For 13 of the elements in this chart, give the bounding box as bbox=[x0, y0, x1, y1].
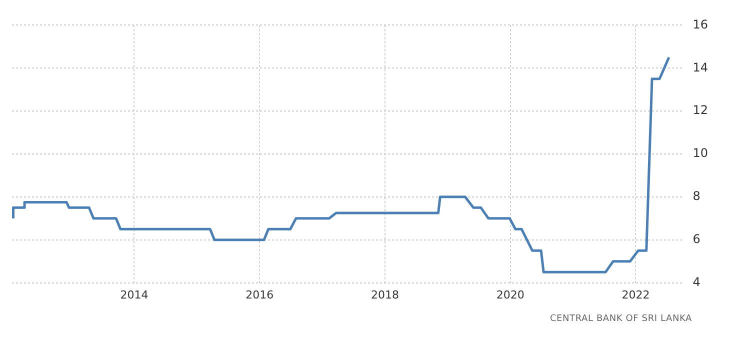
y-tick-label: 4 bbox=[692, 274, 700, 289]
y-tick-label: 6 bbox=[692, 232, 700, 246]
x-tick-label: 2016 bbox=[246, 288, 274, 302]
text: CENTRAL BANK OF SRI LANKA bbox=[548, 314, 693, 324]
y-tick-label: 12 bbox=[692, 103, 708, 118]
x-tick-label: 2020 bbox=[496, 288, 524, 302]
x-tick-label: 2018 bbox=[370, 288, 399, 302]
y-tick-label: 10 bbox=[692, 146, 708, 160]
y-tick-label: 14 bbox=[692, 60, 708, 74]
y-tick-label: 8 bbox=[692, 189, 700, 204]
x-tick-label: 2022 bbox=[622, 288, 650, 302]
y-tick-label: 16 bbox=[692, 17, 708, 32]
x-tick-label: 2014 bbox=[120, 288, 148, 302]
